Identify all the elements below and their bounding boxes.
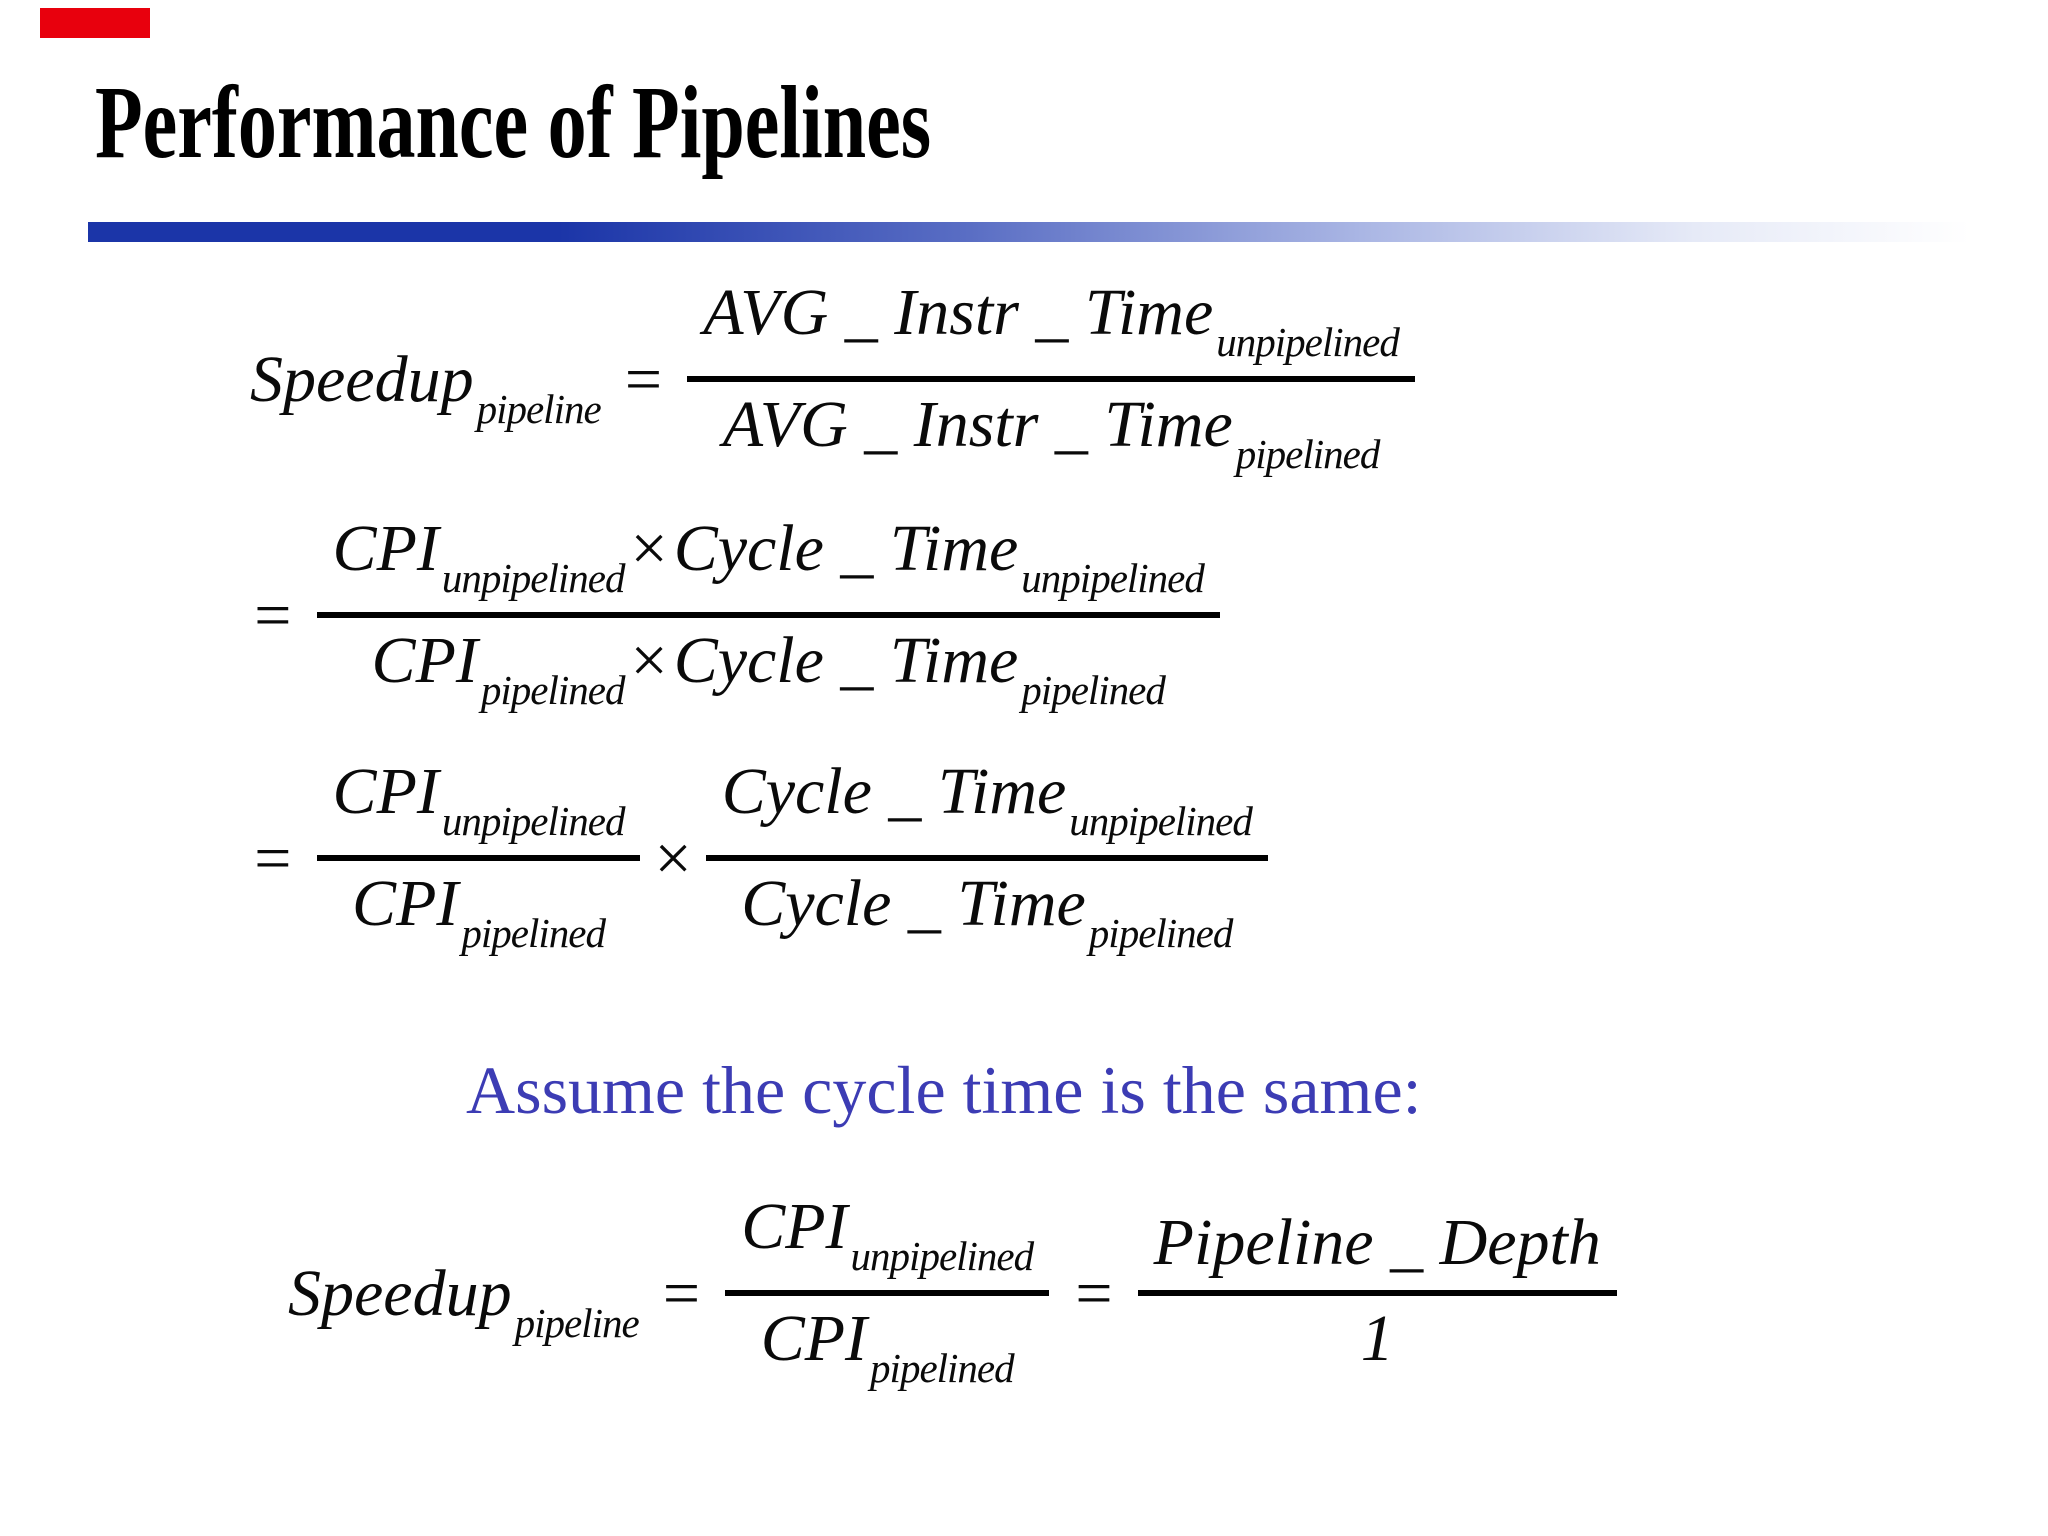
formula-1-lhs: Speeduppipeline	[250, 347, 602, 430]
red-accent-bar	[40, 8, 150, 38]
equals-sign: =	[250, 579, 295, 652]
cpi-term: CPI	[371, 624, 478, 697]
unpipelined-subscript: unpipelined	[1021, 555, 1205, 601]
unpipelined-subscript: unpipelined	[850, 1233, 1035, 1279]
avg-instr-time-term: AVG _ Instr _ Time	[703, 276, 1214, 349]
speedup-term: Speedup	[288, 1257, 512, 1330]
cpi-term: CPI	[760, 1302, 868, 1375]
unpipelined-subscript: unpipelined	[1216, 319, 1400, 365]
cpi-term: CPI	[741, 1190, 848, 1263]
fraction-numerator: Pipeline _ Depth	[1138, 1206, 1617, 1290]
cycle-time-term: Cycle _ Time	[673, 624, 1019, 697]
formula-3-ratio-product: = CPIunpipelined CPIpipelined × Cycle _ …	[250, 755, 1276, 963]
equals-sign: =	[620, 343, 666, 416]
pipelined-subscript: pipelined	[480, 667, 626, 713]
formula-4-speedup-equals-depth: Speeduppipeline = CPIunpipelined CPIpipe…	[288, 1190, 1625, 1398]
formula-4-lhs: Speeduppipeline	[288, 1261, 640, 1344]
speedup-subscript: pipeline	[514, 1300, 640, 1346]
pipeline-depth-term: Pipeline _ Depth	[1153, 1206, 1601, 1279]
fraction-denominator: AVG _ Instr _ Timepipelined	[707, 382, 1396, 484]
fraction-bar	[316, 612, 1220, 618]
pipelined-subscript: pipelined	[1021, 667, 1166, 713]
equals-sign: =	[1071, 1257, 1116, 1330]
fraction-denominator: CPIpipelined	[745, 1296, 1030, 1398]
fraction-numerator: Cycle _ Timeunpipelined	[706, 755, 1268, 855]
fraction-cpi-cycle: CPIunpipelined×Cycle _ Timeunpipelined C…	[316, 512, 1220, 720]
fraction-bar	[725, 1290, 1050, 1296]
formula-2-cpi-cycle-product: = CPIunpipelined×Cycle _ Timeunpipelined…	[250, 512, 1228, 720]
unpipelined-subscript: unpipelined	[441, 555, 626, 601]
fraction-bar	[1137, 1290, 1617, 1296]
fraction-bar	[687, 376, 1415, 382]
cpi-term: CPI	[332, 755, 439, 828]
pipelined-subscript: pipelined	[1235, 431, 1381, 477]
cycle-time-term: Cycle _ Time	[673, 512, 1019, 585]
cpi-term: CPI	[352, 867, 459, 940]
cpi-term: CPI	[332, 512, 439, 585]
pipelined-subscript: pipelined	[870, 1345, 1015, 1391]
unpipelined-subscript: unpipelined	[1069, 798, 1253, 844]
fraction-cycle-time-ratio: Cycle _ Timeunpipelined Cycle _ Timepipe…	[705, 755, 1268, 963]
fraction-cpi-ratio: CPIunpipelined CPIpipelined	[725, 1190, 1050, 1398]
fraction-numerator: CPIunpipelined	[317, 755, 641, 855]
fraction-bar	[705, 855, 1268, 861]
fraction-denominator: CPIpipelined×Cycle _ Timepipelined	[356, 618, 1181, 720]
fraction-numerator: AVG _ Instr _ Timeunpipelined	[687, 276, 1415, 376]
unpipelined-subscript: unpipelined	[441, 798, 626, 844]
speedup-term: Speedup	[250, 343, 474, 416]
fraction-avg-instr-time: AVG _ Instr _ Timeunpipelined AVG _ Inst…	[687, 276, 1415, 484]
fraction-bar	[316, 855, 641, 861]
multiply-sign: ×	[630, 624, 668, 697]
cycle-time-term: Cycle _ Time	[741, 867, 1086, 940]
pipelined-subscript: pipelined	[1088, 910, 1234, 956]
fraction-denominator: Cycle _ Timepipelined	[725, 861, 1248, 963]
speedup-subscript: pipeline	[476, 386, 602, 432]
fraction-numerator: CPIunpipelined×Cycle _ Timeunpipelined	[317, 512, 1220, 612]
multiply-sign: ×	[654, 822, 692, 895]
title-underline-rule	[88, 222, 2048, 242]
multiply-sign: ×	[630, 512, 668, 585]
fraction-cpi-ratio: CPIunpipelined CPIpipelined	[316, 755, 641, 963]
fraction-denominator: CPIpipelined	[336, 861, 621, 963]
fraction-pipeline-depth: Pipeline _ Depth 1	[1137, 1206, 1617, 1382]
equals-sign: =	[658, 1257, 704, 1330]
slide-title: Performance of Pipelines	[95, 65, 932, 180]
formula-1-speedup-definition: Speeduppipeline = AVG _ Instr _ Timeunpi…	[250, 276, 1423, 484]
cycle-time-term: Cycle _ Time	[721, 755, 1067, 828]
fraction-denominator: 1	[1345, 1296, 1410, 1382]
assumption-text: Assume the cycle time is the same:	[466, 1052, 1422, 1128]
avg-instr-time-term: AVG _ Instr _ Time	[722, 388, 1233, 461]
fraction-numerator: CPIunpipelined	[725, 1190, 1049, 1290]
equals-sign: =	[250, 822, 295, 895]
one-term: 1	[1360, 1302, 1394, 1375]
pipelined-subscript: pipelined	[461, 910, 606, 956]
